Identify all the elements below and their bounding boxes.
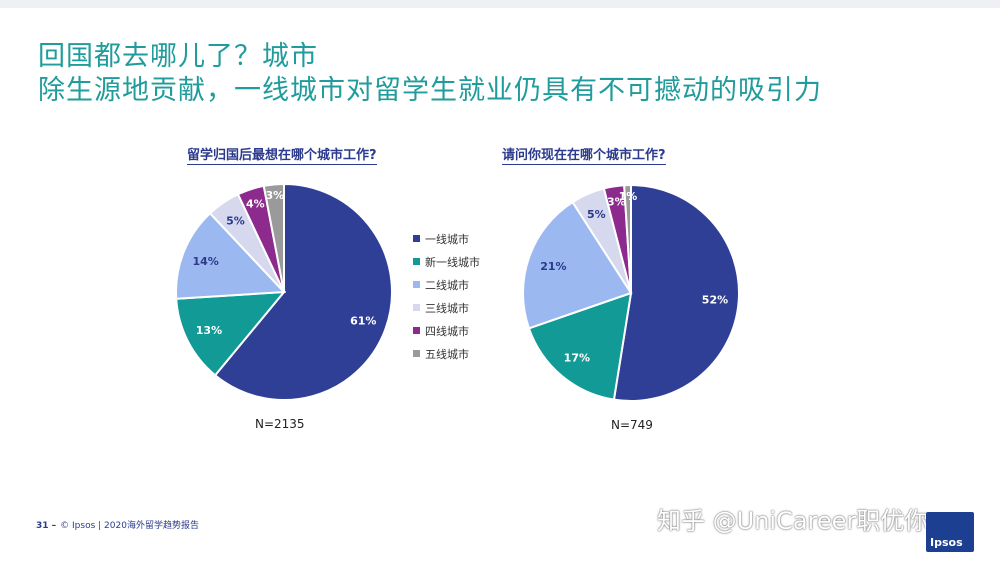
pie-label-2-1: 52%: [702, 294, 728, 307]
pie-label-2-4: 5%: [587, 208, 606, 221]
legend-item: 四线城市: [413, 319, 480, 342]
pie-label-2-5: 3%: [607, 195, 626, 208]
legend-swatch: [413, 235, 420, 242]
pie-label-2-6: 1%: [619, 190, 638, 203]
pie-label-1-3: 14%: [193, 255, 219, 268]
top-bar: [0, 0, 1000, 8]
pie-slice-2-3: [522, 200, 633, 330]
pie-label-1-6: 3%: [266, 189, 285, 202]
legend-item: 三线城市: [413, 296, 480, 319]
legend-label: 一线城市: [425, 232, 469, 246]
legend-swatch: [413, 304, 420, 311]
legend-item: 一线城市: [413, 227, 480, 250]
legend-swatch: [413, 258, 420, 265]
legend-item: 二线城市: [413, 273, 480, 296]
logo-text: Ipsos: [930, 536, 963, 549]
pie-label-2-2: 17%: [564, 352, 590, 365]
slide-title: 回国都去哪儿了？城市: [38, 41, 318, 72]
chart2-sample-size: N=749: [611, 418, 653, 432]
pie-label-1-4: 5%: [226, 215, 245, 228]
legend-swatch: [413, 327, 420, 334]
footer: 31 – © Ipsos | 2020海外留学趋势报告: [36, 518, 199, 531]
pie-slice-1-3: [175, 211, 287, 300]
pie-slice-2-1: [612, 183, 741, 402]
chart1-sample-size: N=2135: [255, 417, 305, 431]
page-number: 31 –: [36, 521, 57, 531]
pie-label-1-1: 61%: [350, 315, 376, 328]
pie-slice-2-6: [623, 183, 632, 294]
slide-subtitle: 除生源地贡献，一线城市对留学生就业仍具有不可撼动的吸引力: [38, 75, 822, 106]
legend-item: 五线城市: [413, 342, 480, 365]
chart1-title: 留学归国后最想在哪个城市工作?: [187, 144, 377, 165]
legend-label: 二线城市: [425, 278, 469, 292]
legend-label: 新一线城市: [425, 255, 480, 269]
legend: 一线城市 新一线城市 二线城市 三线城市 四线城市 五线城市: [413, 227, 480, 365]
pie-label-2-3: 21%: [540, 260, 566, 273]
pie-slice-1-6: [262, 182, 285, 293]
pie-slice-1-1: [213, 182, 393, 401]
legend-label: 四线城市: [425, 324, 469, 338]
legend-swatch: [413, 350, 420, 357]
pie-label-1-2: 13%: [196, 324, 222, 337]
footer-text: © Ipsos | 2020海外留学趋势报告: [60, 521, 199, 531]
legend-swatch: [413, 281, 420, 288]
legend-label: 五线城市: [425, 347, 469, 361]
chart2-title: 请问你现在在哪个城市工作?: [502, 144, 666, 165]
legend-item: 新一线城市: [413, 250, 480, 273]
watermark: 知乎 @UniCareer职优你: [657, 507, 929, 535]
pie-slice-1-2: [175, 290, 287, 377]
ipsos-logo: Ipsos: [926, 512, 974, 552]
pie-label-1-5: 4%: [246, 198, 265, 211]
legend-label: 三线城市: [425, 301, 469, 315]
